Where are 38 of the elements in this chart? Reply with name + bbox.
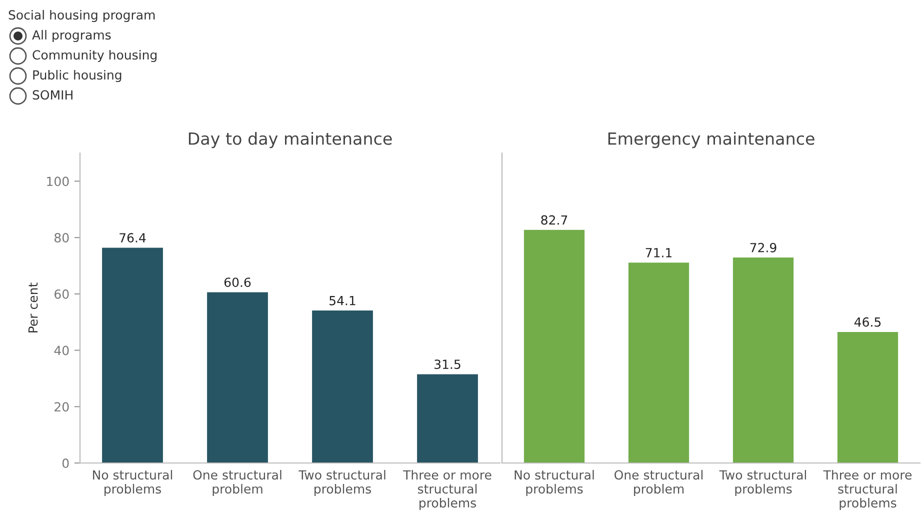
x-tick-label: Two structural problems [719,470,806,496]
x-tick-label: One structural problem [614,470,703,496]
chart-title: Day to day maintenance [188,132,392,148]
y-axis-title: Per cent [28,282,38,332]
y-tick-label: 40 [54,346,69,356]
data-label: 72.9 [750,242,776,252]
bar [207,292,268,463]
y-tick-label: 60 [54,289,69,299]
text: Community housing [32,50,157,62]
x-tick-label: No structural problems [514,470,594,496]
y-tick-label: 100 [47,176,69,186]
bar [102,248,163,463]
text: Public housing [33,70,122,82]
bar [312,310,373,463]
chart-title: Emergency maintenance [608,132,814,148]
x-tick-label: No structural problems [93,470,172,496]
text: SOMIH [32,90,72,100]
bar [732,258,794,463]
data-label: 60.6 [224,278,251,288]
x-tick-label: Three or more structural problems [403,470,492,510]
bar [628,262,690,463]
y-tick-label: 0 [62,458,69,468]
y-tick-label: 20 [54,402,69,412]
data-label: 82.7 [541,215,568,225]
text: All programs [32,30,111,42]
data-label: 76.4 [120,233,146,242]
data-label: 31.5 [434,360,460,370]
bar [837,332,898,463]
bar [524,230,585,463]
data-label: 46.5 [854,317,881,327]
bar [417,374,478,463]
text: Social housing program [8,10,155,22]
x-tick-label: One structural problem [193,470,282,496]
x-tick-label: Two structural problems [298,470,386,496]
y-tick-label: 80 [54,233,69,242]
data-label: 54.1 [330,296,356,306]
x-tick-label: Three or more structural problems [823,470,912,510]
data-label: 71.1 [646,248,672,258]
